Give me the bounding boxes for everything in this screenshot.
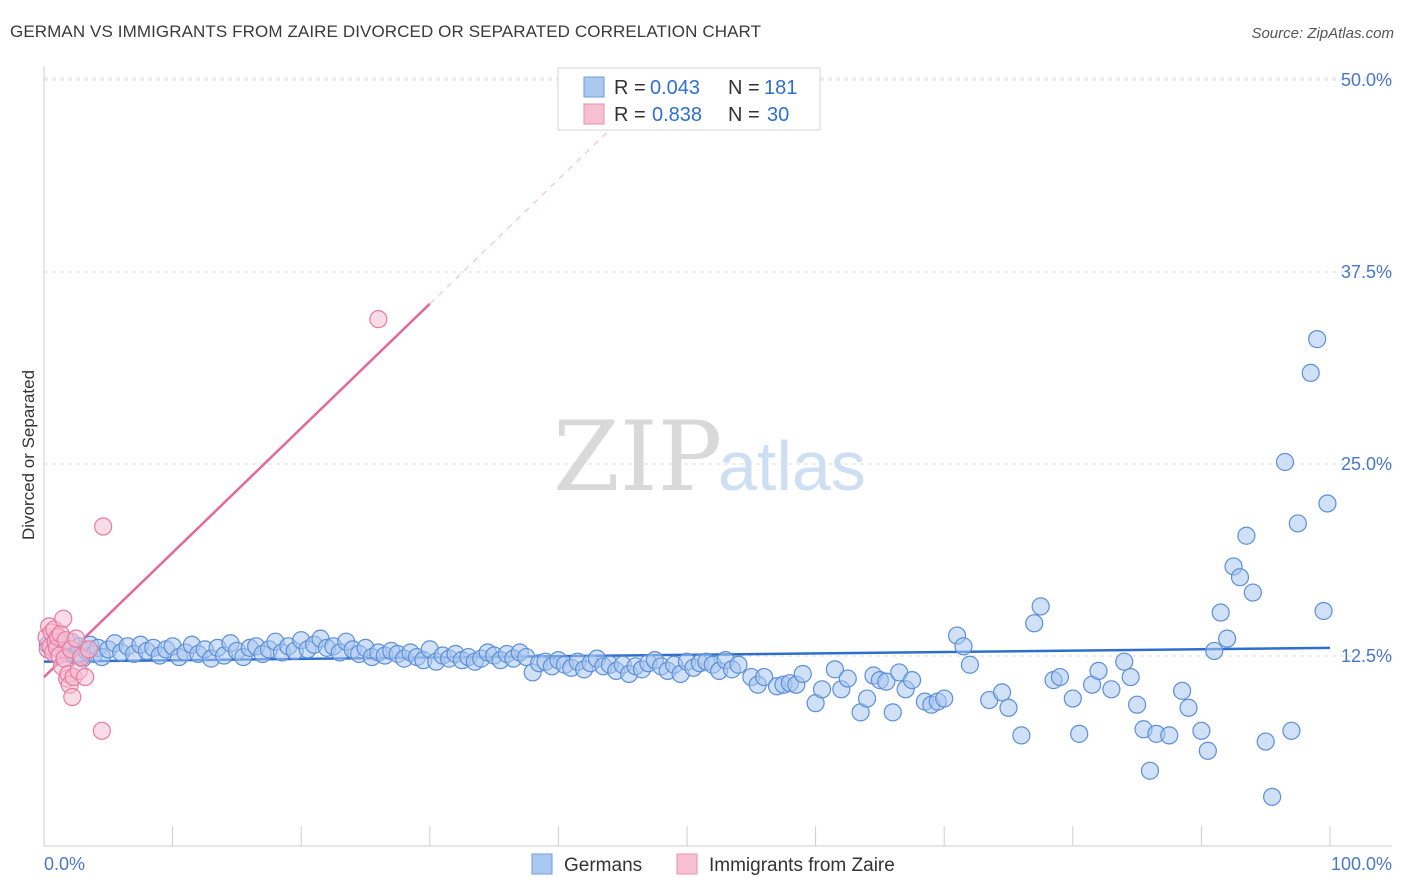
legend-swatch-zaire: [583, 103, 605, 125]
point-germans-166: [1198, 741, 1217, 760]
y-tick-label-0: 12.5%: [1341, 646, 1392, 666]
point-germans-113: [729, 655, 748, 674]
y-tick-label-3: 50.0%: [1341, 70, 1392, 90]
point-germans-164: [1179, 698, 1198, 717]
point-germans-141: [954, 637, 973, 656]
legend-r-label: R =: [614, 104, 646, 126]
point-zaire-28: [94, 517, 113, 536]
point-germans-182: [1318, 494, 1337, 513]
trend-line-zaire-extension: [429, 116, 624, 305]
point-germans-148: [1031, 597, 1050, 616]
point-zaire-20: [63, 687, 82, 707]
trend-line-zaire: [43, 302, 431, 678]
point-germans-116: [755, 667, 774, 687]
point-germans-175: [1263, 787, 1282, 806]
point-germans-128: [857, 689, 877, 708]
point-germans-173: [1243, 583, 1262, 602]
point-germans-152: [1070, 724, 1089, 743]
point-zaire-26: [79, 640, 99, 659]
point-germans-165: [1192, 721, 1211, 740]
point-germans-151: [1063, 689, 1082, 708]
data-points: [37, 310, 1337, 806]
legend-row-germans: R = 0.043 N = 181: [583, 76, 797, 99]
x-tick-label-min: 0.0%: [44, 854, 85, 874]
point-germans-157: [1121, 667, 1140, 687]
axes: [43, 66, 1392, 847]
legend-n-label: N =: [728, 104, 760, 126]
point-germans-179: [1301, 363, 1320, 383]
point-germans-142: [960, 655, 980, 674]
watermark-zip: ZIP: [553, 401, 722, 513]
point-zaire-29: [369, 310, 388, 329]
legend-bottom: Germans Immigrants from Zaire: [531, 853, 895, 876]
y-tick-label-2: 37.5%: [1341, 262, 1392, 282]
point-germans-144: [992, 683, 1012, 702]
point-zaire-22: [67, 629, 86, 648]
point-germans-167: [1205, 641, 1224, 661]
point-germans-131: [877, 672, 896, 691]
point-germans-177: [1282, 721, 1301, 740]
tick-labels: 12.5% 25.0% 37.5% 50.0% 0.0% 100.0%: [44, 70, 1392, 874]
point-germans-126: [838, 669, 857, 688]
legend-n-label: N =: [728, 77, 760, 99]
legend-n-value: 181: [764, 77, 797, 99]
x-tick-label-max: 100.0%: [1331, 854, 1392, 874]
point-zaire-13: [54, 609, 73, 628]
trend-lines: [43, 116, 1331, 678]
y-axis-label: Divorced or Separated: [19, 370, 38, 540]
legend-r-value: 0.043: [650, 77, 700, 99]
point-germans-163: [1173, 681, 1192, 700]
point-germans-180: [1308, 330, 1327, 349]
watermark-atlas: atlas: [718, 427, 866, 505]
point-germans-156: [1115, 652, 1134, 671]
point-germans-121: [793, 664, 812, 684]
y-tick-label-1: 25.0%: [1341, 454, 1392, 474]
legend-n-value: 30: [767, 104, 789, 126]
legend-r-label: R =: [614, 77, 646, 99]
point-germans-178: [1288, 514, 1307, 533]
point-germans-176: [1275, 452, 1295, 472]
point-germans-124: [825, 660, 844, 679]
legend-bottom-label-germans: Germans: [564, 855, 642, 876]
point-germans-135: [902, 671, 922, 690]
point-germans-139: [935, 689, 954, 708]
point-zaire-25: [76, 667, 95, 687]
point-germans-146: [1012, 726, 1031, 745]
point-germans-150: [1050, 667, 1070, 687]
point-germans-168: [1211, 603, 1230, 622]
point-germans-147: [1025, 614, 1044, 633]
legend-swatch-germans: [583, 76, 605, 98]
source-credit: Source: ZipAtlas.com: [1251, 25, 1394, 42]
gridlines: [44, 77, 1392, 657]
point-germans-145: [999, 698, 1018, 717]
point-germans-160: [1140, 761, 1160, 780]
chart-title: GERMAN VS IMMIGRANTS FROM ZAIRE DIVORCED…: [10, 22, 762, 41]
point-germans-155: [1102, 680, 1121, 699]
legend-bottom-swatch-zaire: [676, 853, 698, 875]
point-germans-154: [1089, 661, 1108, 680]
point-germans-172: [1237, 526, 1256, 545]
legend-bottom-swatch-germans: [531, 853, 553, 875]
point-germans-169: [1218, 629, 1237, 648]
legend-row-zaire: R = 0.838 N = 30: [583, 103, 789, 126]
point-germans-174: [1256, 732, 1275, 751]
point-germans-132: [883, 703, 902, 722]
legend-top: R = 0.043 N = 181 R = 0.838 N = 30: [557, 67, 821, 131]
point-germans-158: [1127, 695, 1147, 714]
point-germans-123: [812, 680, 832, 699]
point-zaire-27: [92, 721, 111, 740]
watermark: ZIP atlas: [553, 401, 866, 513]
point-germans-162: [1160, 726, 1179, 745]
point-germans-181: [1314, 601, 1333, 621]
point-germans-171: [1230, 568, 1250, 587]
legend-bottom-label-zaire: Immigrants from Zaire: [709, 855, 895, 876]
legend-r-value: 0.838: [652, 104, 702, 126]
